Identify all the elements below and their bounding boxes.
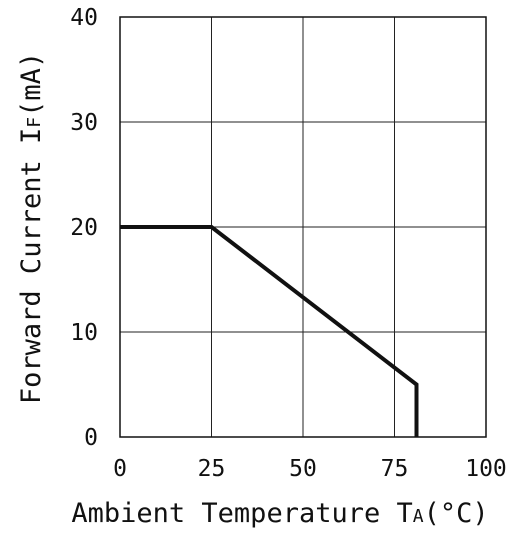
- y-axis-label-unit: (mA): [16, 52, 47, 117]
- x-axis-label-main: Ambient Temperature T: [71, 498, 412, 529]
- y-axis-label: Forward Current IF(mA): [16, 52, 47, 404]
- y-tick-label: 0: [84, 425, 98, 451]
- y-axis-label-subscript: F: [24, 117, 45, 128]
- x-tick-labels: 0 25 50 75 100: [113, 456, 507, 482]
- x-tick-label: 25: [198, 456, 226, 482]
- x-axis-label-subscript: A: [413, 506, 424, 527]
- x-tick-label: 75: [381, 456, 409, 482]
- series-group: [120, 225, 419, 437]
- x-axis-label: Ambient Temperature TA(°C): [71, 498, 488, 529]
- series-line-0: [120, 225, 419, 437]
- y-tick-label: 40: [70, 5, 98, 31]
- x-tick-label: 100: [465, 456, 507, 482]
- y-tick-label: 10: [70, 320, 98, 346]
- x-tick-label: 0: [113, 456, 127, 482]
- x-axis-label-unit: (°C): [424, 498, 489, 529]
- x-tick-label: 50: [289, 456, 317, 482]
- y-axis-label-main: Forward Current I: [16, 128, 47, 404]
- y-tick-labels: 0 10 20 30 40: [70, 5, 98, 451]
- y-tick-label: 20: [70, 215, 98, 241]
- y-tick-label: 30: [70, 110, 98, 136]
